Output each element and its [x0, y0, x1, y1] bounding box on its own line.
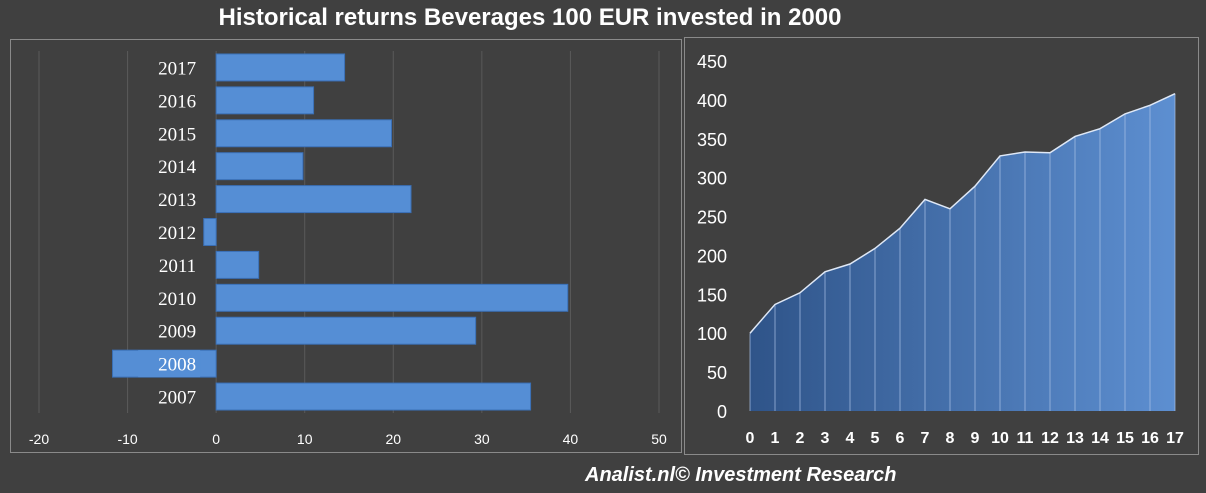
bar-2009: [215, 316, 477, 345]
x-tick-label: 0: [212, 431, 220, 447]
category-label: 2007: [158, 388, 196, 409]
category-label: 2012: [158, 223, 196, 244]
bar-2007: [215, 382, 532, 411]
bar-2010: [215, 283, 569, 312]
x-tick-label: 1: [771, 430, 780, 447]
footer-credit: Analist.nl© Investment Research: [585, 464, 897, 486]
y-tick-label: 250: [697, 208, 727, 228]
category-label: 2016: [158, 91, 196, 112]
x-tick-label: 12: [1041, 430, 1059, 447]
x-tick-label: 5: [871, 430, 880, 447]
bar-2017: [215, 53, 346, 82]
bar-chart: -20 -10 0 10 20 30 40 50 2017 2016 2015 2014 2013 201…: [29, 51, 667, 447]
bar-2014: [215, 152, 304, 181]
x-tick-label: -20: [29, 431, 49, 447]
x-tick-label: 8: [946, 430, 955, 447]
y-tick-label: 300: [697, 169, 727, 189]
bar-2013: [215, 185, 412, 214]
category-label: 2008: [158, 355, 196, 376]
y-tick-label: 400: [697, 91, 727, 111]
y-tick-label: 0: [717, 402, 727, 422]
bar-2012: [203, 218, 217, 246]
x-tick-label: 30: [474, 431, 490, 447]
y-tick-label: 100: [697, 324, 727, 344]
y-tick-label: 200: [697, 246, 727, 266]
category-label: 2009: [158, 322, 196, 343]
bar-2011: [215, 250, 260, 279]
category-label: 2017: [158, 58, 196, 79]
category-label: 2015: [158, 124, 196, 145]
x-tick-label: 14: [1091, 430, 1109, 447]
x-tick-label: 40: [563, 431, 579, 447]
x-tick-label: 10: [297, 431, 313, 447]
area-chart-panel: 0 50 100 150 200 250 300 350 400 450 0 1 2 3 4 5 6 7 8 9 10 1…: [684, 37, 1199, 455]
x-tick-label: 50: [651, 431, 667, 447]
x-tick-label: 10: [991, 430, 1009, 447]
chart-title: Historical returns Beverages 100 EUR inv…: [218, 4, 842, 31]
area-fill: [750, 93, 1175, 411]
area-line: [749, 92, 1176, 334]
bar-2015: [215, 119, 393, 148]
x-tick-label: 16: [1141, 430, 1159, 447]
highlight-label-bg: [138, 350, 201, 378]
x-tick-label: 20: [385, 431, 401, 447]
bar-2016: [215, 86, 315, 115]
y-tick-label: 450: [697, 52, 727, 72]
x-tick-label: 15: [1116, 430, 1134, 447]
category-label: 2014: [158, 157, 197, 178]
bar-chart-panel: -20 -10 0 10 20 30 40 50 2017 2016 2015 2014 2013 201…: [10, 39, 682, 453]
x-tick-label: 11: [1017, 430, 1034, 447]
x-tick-label: 7: [921, 430, 930, 447]
category-label: 2013: [158, 190, 196, 211]
x-tick-label: 6: [896, 430, 905, 447]
x-tick-label: -10: [117, 431, 137, 447]
category-label: 2011: [159, 256, 196, 277]
x-tick-label: 2: [796, 430, 805, 447]
x-tick-label: 17: [1166, 430, 1184, 447]
category-label: 2010: [158, 289, 196, 310]
x-tick-label: 3: [821, 430, 830, 447]
x-tick-label: 0: [746, 430, 755, 447]
y-tick-label: 350: [697, 130, 727, 150]
x-tick-label: 9: [971, 430, 980, 447]
y-tick-label: 50: [707, 363, 727, 383]
x-tick-label: 4: [846, 430, 855, 447]
x-tick-label: 13: [1066, 430, 1084, 447]
y-tick-label: 150: [697, 285, 727, 305]
